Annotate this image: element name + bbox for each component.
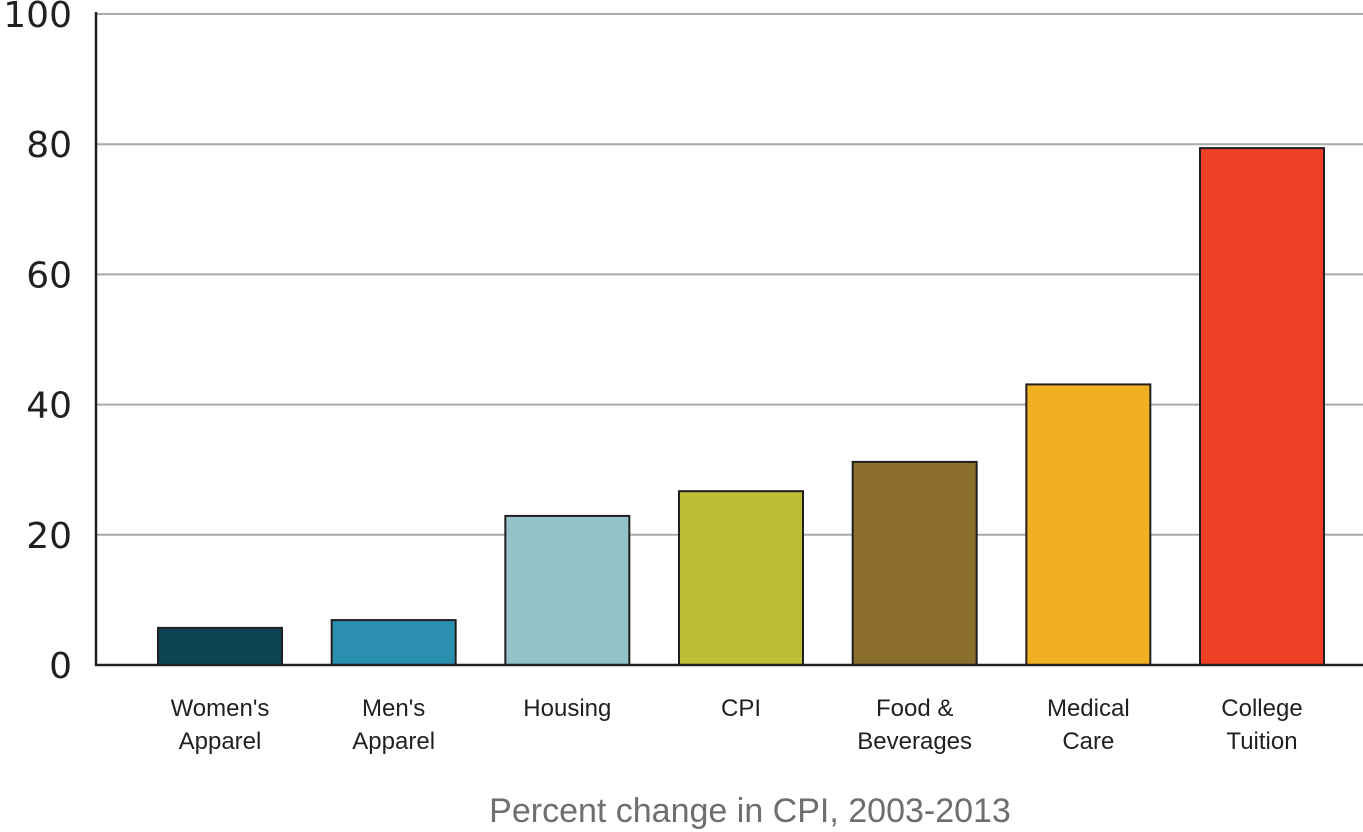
bar [504, 514, 631, 667]
y-tick-label: 80 [26, 125, 72, 166]
bars [157, 147, 1325, 667]
y-tick-labels: 0 20 40 60 80 100 [3, 0, 72, 687]
y-tick-label: 60 [26, 255, 72, 296]
bar [1199, 147, 1325, 666]
x-tick-label: Housing [523, 695, 611, 722]
bar [678, 490, 804, 667]
x-tick-label: College Tuition [1221, 695, 1302, 755]
axes [94, 12, 1363, 667]
x-tick-labels: Women's Apparel Men's Apparel Housing CPI Food… [171, 695, 1303, 755]
x-tick-label-line: Food & [876, 695, 953, 722]
x-tick-label: Medical Care [1047, 695, 1130, 755]
x-tick-label-line: Apparel [352, 728, 435, 755]
x-tick-label: Women's Apparel [171, 695, 270, 755]
x-tick-label-line: Women's [171, 695, 270, 722]
x-tick-label: CPI [721, 695, 761, 722]
bar [1025, 383, 1152, 666]
x-tick-label-line: Apparel [179, 728, 262, 755]
x-tick-label-line: Housing [523, 695, 611, 722]
y-tick-label: 40 [26, 386, 72, 427]
x-tick-label: Men's Apparel [352, 695, 435, 755]
y-tick-label: 20 [26, 516, 72, 557]
x-tick-label-line: Care [1062, 728, 1114, 755]
bar [157, 626, 283, 667]
x-tick-label: Food & Beverages [857, 695, 972, 755]
x-tick-label-line: College [1221, 695, 1302, 722]
x-tick-label-line: Men's [362, 695, 425, 722]
x-tick-label-line: CPI [721, 695, 761, 722]
bar [330, 619, 457, 666]
x-tick-label-line: Medical [1047, 695, 1130, 722]
x-tick-label-line: Tuition [1226, 728, 1297, 755]
bar [851, 460, 978, 666]
gridlines [96, 13, 1363, 536]
x-axis-label: Percent change in CPI, 2003-2013 [489, 792, 1011, 830]
y-tick-label: 100 [3, 0, 72, 36]
y-tick-label: 0 [49, 646, 72, 687]
x-tick-label-line: Beverages [857, 728, 972, 755]
